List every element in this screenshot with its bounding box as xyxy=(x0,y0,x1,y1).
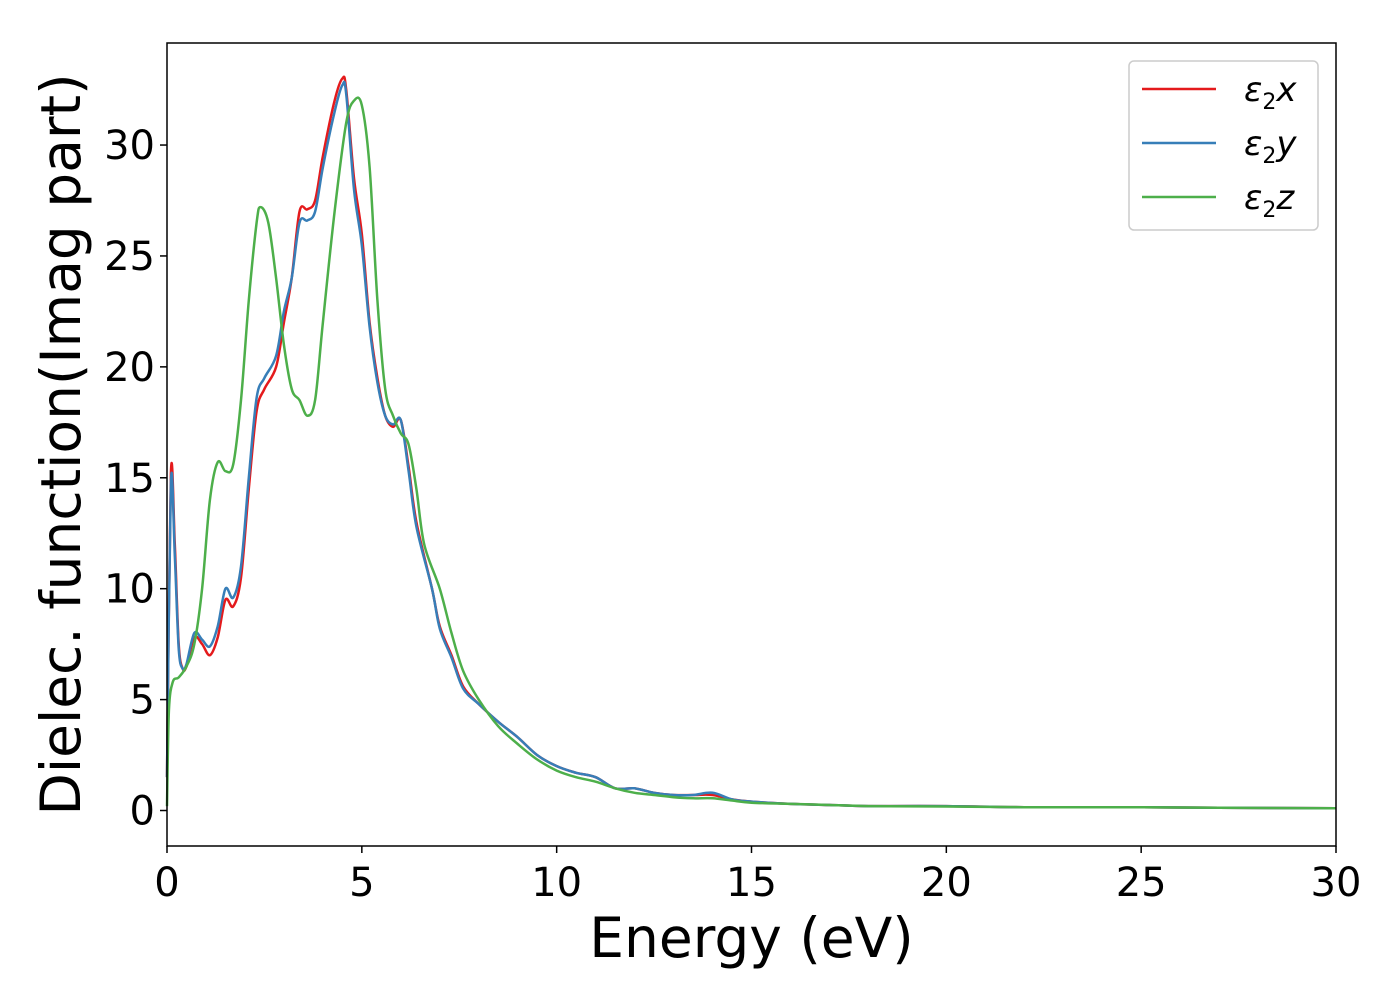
legend-label-component: z xyxy=(1275,178,1295,218)
y-tick-label: 20 xyxy=(104,345,155,391)
legend-label-symbol: ε xyxy=(1244,124,1262,164)
legend-label-component: y xyxy=(1275,124,1297,164)
y-tick-label: 5 xyxy=(130,678,155,724)
legend-label-symbol: ε xyxy=(1244,178,1262,218)
legend-box xyxy=(1128,60,1319,231)
y-tick-label: 30 xyxy=(104,123,155,169)
x-tick-label: 15 xyxy=(726,860,777,906)
x-tick-label: 25 xyxy=(1116,860,1167,906)
legend-label-subscript: 2 xyxy=(1262,90,1276,115)
legend-label-subscript: 2 xyxy=(1262,198,1276,223)
series-line-z xyxy=(165,96,1337,810)
x-axis-label: Energy (eV) xyxy=(589,906,913,970)
y-tick-label: 10 xyxy=(104,567,155,613)
series-line-y xyxy=(165,80,1337,810)
x-tick-label: 10 xyxy=(531,860,582,906)
legend-label-y: ε2y xyxy=(1244,124,1297,169)
legend-label-component: x xyxy=(1275,70,1297,110)
x-tick-label: 5 xyxy=(349,860,374,906)
y-tick-label: 0 xyxy=(130,789,155,835)
y-axis-ticks: 0 5 10 15 20 25 30 xyxy=(104,123,167,835)
x-tick-label: 0 xyxy=(154,860,179,906)
legend-label-symbol: ε xyxy=(1244,70,1262,110)
legend-label-z: ε2z xyxy=(1244,178,1295,223)
legend-label-x: ε2x xyxy=(1244,70,1297,115)
x-tick-label: 30 xyxy=(1311,860,1362,906)
legend-label-subscript: 2 xyxy=(1262,144,1276,169)
y-axis-label: Dielec. function(Imag part) xyxy=(29,73,93,815)
x-tick-label: 20 xyxy=(921,860,972,906)
plot-lines xyxy=(165,75,1337,810)
y-tick-label: 15 xyxy=(104,456,155,502)
y-tick-label: 25 xyxy=(104,234,155,280)
x-axis-ticks: 0 5 10 15 20 25 30 xyxy=(154,846,1361,906)
